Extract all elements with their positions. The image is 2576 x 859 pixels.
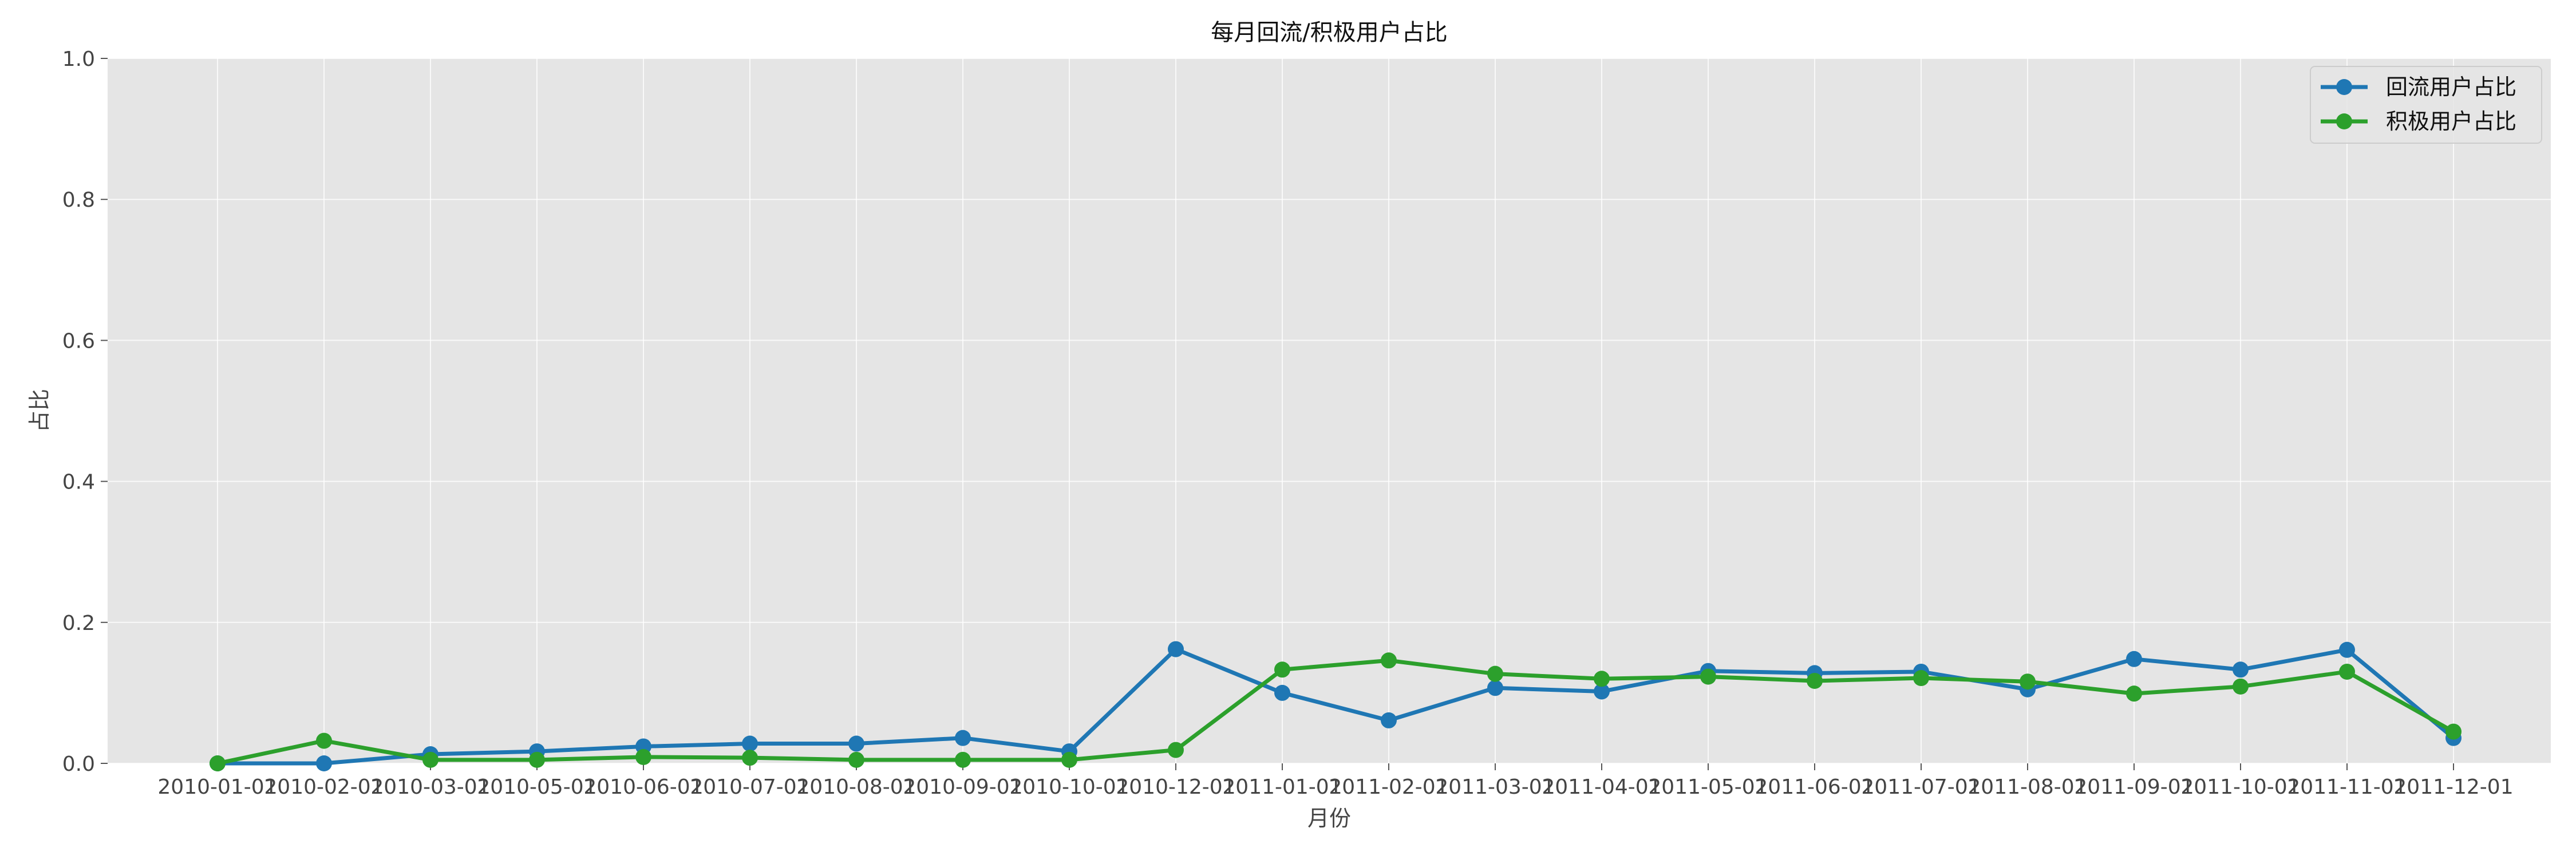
x-tick-label: 2010-06-01	[583, 775, 703, 799]
x-tick-label: 2011-04-01	[1542, 775, 1661, 799]
x-axis: 2010-01-012010-02-012010-03-012010-05-01…	[157, 763, 2514, 799]
x-tick-label: 2011-05-01	[1648, 775, 1768, 799]
data-point	[1594, 671, 1610, 687]
grid-lines	[108, 58, 2551, 764]
x-tick-label: 2011-08-01	[1967, 775, 2087, 799]
x-tick-label: 2011-03-01	[1435, 775, 1555, 799]
x-tick-label: 2011-10-01	[2180, 775, 2300, 799]
data-point	[1594, 683, 1610, 700]
y-axis-label: 占比	[27, 389, 52, 432]
legend-label: 积极用户占比	[2386, 109, 2516, 134]
data-point	[2126, 685, 2142, 702]
legend-box	[2310, 66, 2542, 144]
data-point	[2020, 673, 2036, 690]
x-tick-label: 2011-01-01	[1222, 775, 1342, 799]
series-2	[210, 652, 2462, 771]
y-axis: 0.0 0.2 0.4 0.6 0.8 1.0	[62, 48, 108, 776]
data-point	[1061, 751, 1077, 768]
x-axis-label: 月份	[1307, 806, 1351, 831]
y-tick-label: 0.2	[62, 612, 95, 635]
x-tick-label: 2011-06-01	[1755, 775, 1874, 799]
x-tick-label: 2010-08-01	[796, 775, 916, 799]
x-tick-label: 2010-01-01	[157, 775, 277, 799]
data-point	[1274, 661, 1290, 678]
x-tick-label: 2010-07-01	[690, 775, 809, 799]
data-point	[1381, 652, 1397, 669]
legend-item: 回流用户占比	[2321, 74, 2516, 100]
x-tick-label: 2010-03-01	[370, 775, 490, 799]
data-point	[1807, 672, 1823, 689]
data-point	[635, 748, 651, 765]
series-line	[215, 658, 2456, 766]
x-tick-label: 2010-02-01	[264, 775, 384, 799]
y-tick-label: 0.0	[62, 752, 95, 776]
x-tick-label: 2010-10-01	[1009, 775, 1129, 799]
legend-label: 回流用户占比	[2386, 74, 2516, 100]
y-tick-label: 0.8	[62, 188, 95, 212]
data-point	[1274, 684, 1290, 701]
legend-item: 积极用户占比	[2321, 109, 2516, 134]
legend-marker	[2336, 79, 2352, 95]
data-point	[742, 750, 758, 766]
y-tick-label: 0.6	[62, 329, 95, 353]
data-point	[848, 735, 864, 752]
data-point	[848, 751, 864, 768]
data-point	[529, 751, 545, 768]
data-point	[210, 755, 226, 771]
data-point	[2445, 723, 2462, 740]
series-layer	[210, 641, 2462, 771]
series-line	[215, 647, 2456, 766]
x-tick-label: 2010-12-01	[1116, 775, 1235, 799]
x-tick-label: 2011-02-01	[1329, 775, 1448, 799]
x-tick-label: 2010-05-01	[477, 775, 596, 799]
data-point	[1381, 712, 1397, 728]
data-point	[1487, 680, 1503, 696]
y-tick-label: 0.4	[62, 471, 95, 494]
data-point	[422, 751, 438, 768]
x-tick-label: 2011-07-01	[1861, 775, 1981, 799]
data-point	[2233, 661, 2249, 678]
data-point	[316, 732, 332, 749]
x-tick-label: 2011-11-01	[2287, 775, 2407, 799]
data-point	[1700, 668, 1716, 685]
y-tick-label: 1.0	[62, 48, 95, 71]
data-point	[316, 755, 332, 771]
x-tick-label: 2011-12-01	[2393, 775, 2513, 799]
data-point	[1168, 641, 1184, 657]
legend-marker	[2336, 113, 2352, 129]
data-point	[2126, 651, 2142, 667]
data-point	[955, 730, 971, 746]
chart-title: 每月回流/积极用户占比	[1211, 19, 1447, 46]
data-point	[1913, 670, 1929, 687]
data-point	[1487, 665, 1503, 682]
x-tick-label: 2010-09-01	[903, 775, 1022, 799]
plot-area	[108, 58, 2551, 763]
data-point	[2339, 663, 2355, 680]
data-point	[2233, 678, 2249, 695]
data-point	[955, 751, 971, 768]
data-point	[1168, 742, 1184, 758]
x-tick-label: 2011-09-01	[2074, 775, 2194, 799]
data-point	[2339, 641, 2355, 658]
data-point	[742, 735, 758, 752]
